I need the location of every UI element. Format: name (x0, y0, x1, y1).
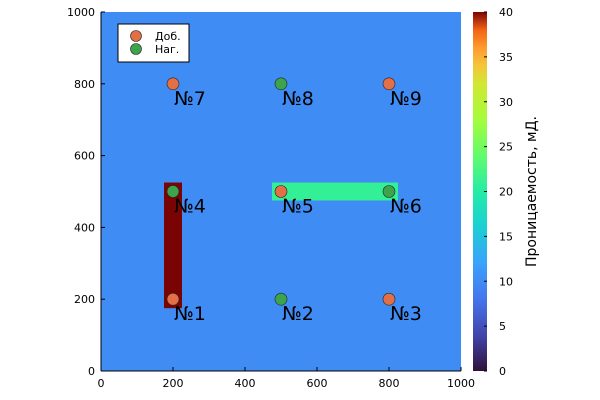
colorbar-label: Проницаемость, мД. (524, 116, 540, 267)
colorbar-tick-label: 20 (499, 186, 513, 199)
x-tick-label: 1000 (447, 377, 475, 390)
producer-well-marker (274, 185, 288, 198)
colorbar-tick-label: 0 (499, 365, 506, 378)
x-tick-label: 400 (235, 377, 256, 390)
legend-box (117, 23, 190, 63)
colorbar-tick-label: 35 (499, 51, 513, 64)
legend-marker (130, 43, 142, 55)
y-tick-label: 400 (74, 221, 95, 234)
well-label: №9 (390, 88, 422, 110)
well-label: №3 (390, 303, 422, 325)
producer-well-marker (382, 292, 396, 306)
colorbar-tick-label: 25 (499, 141, 513, 154)
x-tick-label: 600 (307, 377, 328, 390)
producer-well-marker (166, 292, 180, 306)
colorbar-tick-label: 15 (499, 230, 513, 243)
x-tick-label: 0 (98, 377, 105, 390)
well-label: №4 (174, 196, 206, 218)
colorbar-tick-label: 30 (499, 96, 513, 109)
well-label: №1 (174, 303, 206, 325)
producer-well-marker (382, 77, 396, 91)
injector-well-marker (274, 77, 288, 91)
legend-entry-label: Доб. (155, 30, 181, 43)
colorbar-gradient (473, 12, 487, 371)
injector-well-marker (274, 292, 288, 306)
x-tick-label: 200 (163, 377, 184, 390)
well-labels: №1 №2 №3 №4 №5 №6 №7 №8 №9 (174, 88, 422, 325)
producer-well-marker (166, 77, 180, 91)
legend-marker (130, 30, 142, 42)
well-label: №7 (174, 88, 206, 110)
permeability-zone-1 (164, 182, 182, 309)
y-tick-label: 200 (74, 293, 95, 306)
legend: Доб.Наг. (117, 23, 190, 63)
colorbar-tick-label: 5 (499, 320, 506, 333)
y-tick-label: 600 (74, 150, 95, 163)
plot-area (101, 12, 461, 371)
well-label: №5 (282, 196, 314, 218)
y-tick-label: 1000 (67, 6, 95, 19)
y-tick-label: 0 (88, 365, 95, 378)
injector-well-marker (382, 185, 396, 198)
colorbar-tick-label: 40 (499, 6, 513, 19)
well-label: №2 (282, 303, 314, 325)
axes: 0 200 400 600 800 1000 0 200 400 600 800 1000 (67, 6, 475, 390)
well-label: №8 (282, 88, 314, 110)
colorbar: 0 5 10 15 20 25 30 35 40 Проницаемость, мД. (473, 6, 540, 378)
permeability-zone-2 (272, 182, 398, 201)
injector-well-marker (166, 185, 180, 198)
colorbar-tick-label: 10 (499, 275, 513, 288)
well-label: №6 (390, 196, 422, 218)
x-tick-label: 800 (379, 377, 400, 390)
y-tick-label: 800 (74, 78, 95, 91)
legend-entry-label: Наг. (155, 43, 179, 56)
